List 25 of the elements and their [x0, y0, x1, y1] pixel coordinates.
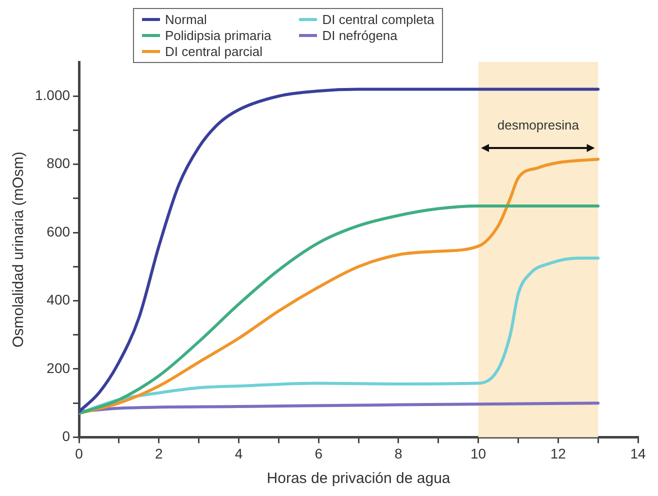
x-tick-label: 14 — [630, 445, 646, 462]
x-tick-label: 8 — [394, 445, 403, 462]
legend-label: DI central parcial — [165, 44, 263, 59]
legend-label: Normal — [165, 12, 207, 27]
x-tick-label: 6 — [314, 445, 323, 462]
y-tick-label: 600 — [46, 223, 70, 240]
line-series — [79, 88, 600, 414]
legend-label: Polidipsia primaria — [165, 28, 272, 43]
y-tick-label: 400 — [46, 292, 70, 308]
y-axis-title: Osmolalidad urinaria (mOsm) — [10, 152, 28, 348]
y-tick-label: 1.000 — [34, 86, 70, 103]
line-series — [79, 204, 600, 415]
x-tick-label: 4 — [234, 445, 243, 462]
line-series — [79, 158, 600, 415]
x-tick-label: 0 — [75, 445, 84, 462]
y-tick-label: 200 — [46, 360, 70, 376]
x-tick-label: 2 — [154, 445, 163, 462]
y-tick-label: 800 — [46, 155, 70, 172]
x-axis-title: Horas de privación de agua — [266, 470, 451, 488]
legend-label: DI nefrógena — [322, 28, 398, 43]
x-tick-label: 10 — [470, 445, 486, 462]
x-tick-label: 12 — [550, 445, 566, 462]
y-tick-label: 0 — [62, 428, 70, 444]
legend-label: DI central completa — [322, 12, 434, 27]
band-label: desmopresina — [497, 117, 580, 132]
